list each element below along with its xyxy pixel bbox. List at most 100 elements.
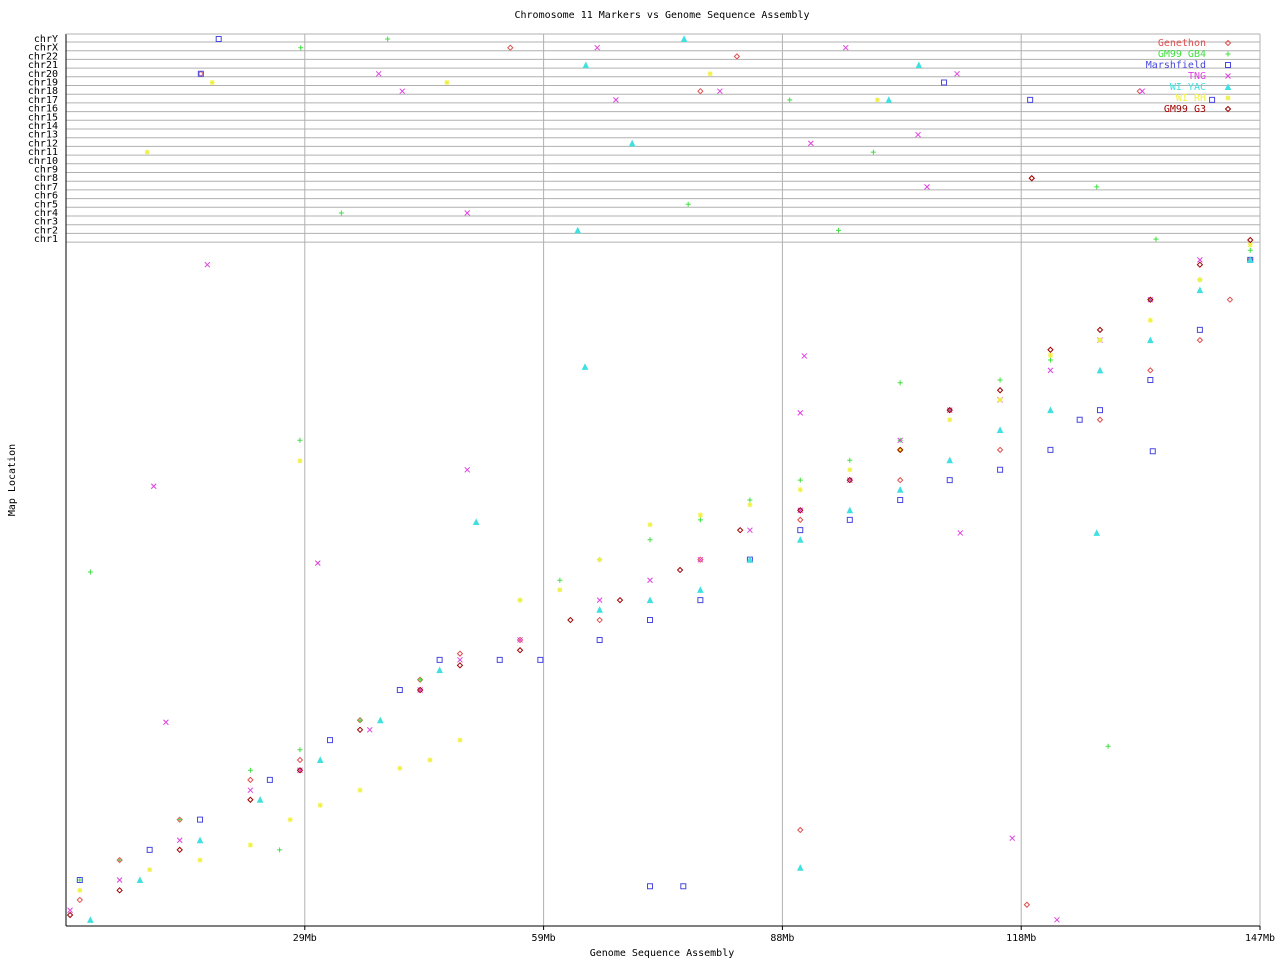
- point: [1093, 529, 1101, 536]
- legend-marker: [1225, 62, 1231, 68]
- point: [417, 677, 423, 683]
- point: [846, 516, 853, 523]
- series: [67, 44, 1203, 923]
- point: [946, 456, 954, 464]
- point: [796, 536, 804, 543]
- point: [846, 476, 854, 484]
- point: [997, 377, 1003, 383]
- point: [596, 597, 603, 604]
- legend-label: GM99 G3: [1164, 104, 1206, 115]
- point: [457, 656, 463, 663]
- point: [647, 577, 653, 584]
- point: [847, 457, 853, 463]
- point: [117, 857, 123, 863]
- chromosome-label: chr13: [28, 130, 58, 141]
- point: [842, 44, 849, 51]
- point: [1149, 448, 1156, 455]
- point: [647, 883, 654, 890]
- point: [1027, 96, 1034, 103]
- point: [1153, 236, 1159, 242]
- point: [996, 426, 1004, 434]
- point: [697, 556, 704, 563]
- point: [298, 45, 304, 51]
- point: [557, 587, 563, 593]
- point: [946, 406, 953, 414]
- point: [707, 71, 713, 77]
- point: [797, 410, 804, 416]
- point: [697, 586, 704, 593]
- point: [177, 817, 183, 823]
- point: [87, 916, 94, 923]
- series: [66, 174, 1254, 919]
- point: [1096, 416, 1104, 423]
- legend-marker: [1225, 51, 1231, 57]
- point: [846, 477, 853, 483]
- point: [1196, 326, 1203, 333]
- point: [557, 577, 563, 583]
- point: [146, 846, 153, 853]
- point: [797, 477, 803, 483]
- x-tick-label: 118Mb: [1006, 933, 1036, 944]
- point: [797, 826, 804, 834]
- point: [647, 537, 653, 543]
- point: [807, 140, 814, 147]
- point: [835, 227, 841, 233]
- point: [507, 44, 514, 51]
- legend-label: WI RH: [1176, 93, 1206, 104]
- point: [256, 796, 264, 803]
- point: [847, 467, 853, 473]
- point: [896, 446, 904, 454]
- point: [436, 656, 443, 663]
- legend-marker: [1224, 105, 1232, 113]
- point: [915, 61, 923, 69]
- point: [1076, 416, 1083, 423]
- point: [947, 417, 953, 423]
- point: [297, 767, 303, 774]
- point: [87, 569, 93, 575]
- point: [163, 719, 169, 726]
- point: [613, 97, 619, 103]
- point: [517, 597, 523, 603]
- point: [66, 911, 74, 919]
- point: [77, 887, 83, 893]
- point: [317, 802, 323, 808]
- point: [287, 817, 293, 823]
- point: [444, 80, 450, 85]
- point: [1209, 96, 1216, 103]
- chromosome-label: chr12: [28, 138, 58, 149]
- point: [456, 662, 464, 669]
- point: [316, 756, 324, 763]
- point: [680, 35, 688, 42]
- chromosome-label: chr21: [28, 60, 58, 71]
- point: [1047, 346, 1054, 353]
- point: [427, 757, 433, 763]
- point: [314, 560, 321, 566]
- point: [697, 597, 704, 604]
- chromosome-label: chr19: [28, 78, 58, 89]
- point: [628, 139, 636, 147]
- point: [957, 530, 964, 536]
- point: [356, 726, 364, 734]
- point: [247, 787, 254, 794]
- chromosome-label: chr16: [28, 104, 58, 115]
- point: [954, 70, 960, 77]
- chromosome-label: chr20: [28, 69, 58, 80]
- point: [197, 857, 203, 863]
- point: [144, 149, 150, 155]
- point: [517, 637, 523, 643]
- point: [567, 616, 574, 624]
- point: [116, 887, 123, 894]
- point: [150, 483, 157, 490]
- point: [1226, 296, 1234, 303]
- point: [67, 907, 73, 914]
- point: [1028, 174, 1035, 182]
- point: [1196, 336, 1204, 344]
- point: [1047, 367, 1054, 374]
- point: [472, 518, 480, 525]
- point: [915, 131, 921, 138]
- point: [77, 877, 83, 883]
- point: [516, 647, 524, 654]
